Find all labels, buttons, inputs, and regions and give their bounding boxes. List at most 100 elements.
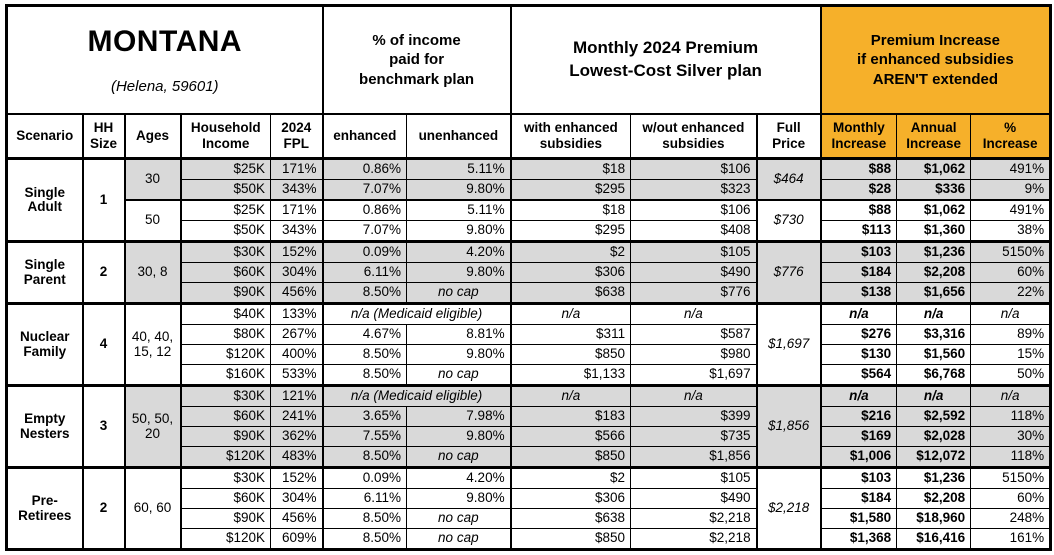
monthly-increase-cell: $184 — [819, 262, 898, 283]
income-cell: $50K — [179, 220, 271, 243]
annual-increase-cell: $18,960 — [896, 508, 972, 529]
wout-subsidies-premium-cell: $980 — [630, 344, 758, 365]
unenhanced-pct-cell: 9.80% — [406, 488, 512, 509]
col-header-household-income: Household Income — [179, 113, 271, 160]
fpl-cell: 171% — [269, 158, 324, 180]
table-body: Single Adult 1 30 $25K 171% 0.86% 5.11% $18 $106… — [6, 158, 1052, 551]
col-header-unenhanced: unenhanced — [406, 113, 512, 160]
pct-increase-cell: 60% — [970, 488, 1052, 509]
pct-increase-cell: 30% — [970, 426, 1052, 447]
annual-increase-cell: $1,656 — [896, 282, 972, 305]
enhanced-pct-cell: 0.86% — [321, 199, 408, 221]
fpl-cell: 362% — [269, 426, 324, 447]
income-cell: $25K — [179, 199, 271, 221]
unenhanced-pct-cell: 9.80% — [406, 179, 512, 201]
monthly-increase-cell: $184 — [819, 488, 898, 509]
medicaid-note-cell: n/a (Medicaid eligible) — [321, 303, 512, 325]
monthly-increase-cell: $88 — [819, 199, 898, 221]
table-row: $50K 343% 7.07% 9.80% $295 $323 $28 $336 9% — [7, 179, 1052, 201]
income-cell: $120K — [179, 344, 271, 365]
income-cell: $120K — [179, 446, 271, 469]
table-row: $80K 267% 4.67% 8.81% $311 $587 $276 $3,316 89% — [7, 324, 1052, 345]
fpl-cell: 267% — [269, 324, 324, 345]
unenhanced-pct-cell: 7.98% — [406, 406, 512, 427]
with-subsidies-premium-cell: n/a — [509, 303, 632, 325]
fpl-cell: 609% — [269, 528, 324, 551]
col-header-hh-size: HH Size — [81, 113, 125, 160]
monthly-increase-cell: $1,580 — [819, 508, 898, 529]
income-cell: $30K — [179, 385, 271, 407]
with-subsidies-premium-cell: $850 — [509, 344, 632, 365]
fpl-cell: 241% — [269, 406, 324, 427]
pct-increase-cell: 248% — [970, 508, 1052, 529]
wout-subsidies-premium-cell: $2,218 — [630, 508, 758, 529]
unenhanced-pct-cell: 5.11% — [406, 199, 512, 221]
full-price-cell: $1,856 — [755, 385, 822, 469]
with-subsidies-premium-cell: $850 — [509, 528, 632, 551]
enhanced-pct-cell: 7.07% — [321, 220, 408, 243]
fpl-cell: 456% — [269, 508, 324, 529]
income-cell: $90K — [179, 426, 271, 447]
pct-increase-cell: n/a — [970, 303, 1052, 325]
benchmark-group-header: % of income paid for benchmark plan — [321, 5, 512, 115]
monthly-increase-cell: $1,368 — [819, 528, 898, 551]
fpl-cell: 533% — [269, 364, 324, 387]
full-price-cell: $730 — [755, 199, 822, 243]
table-row: $50K 343% 7.07% 9.80% $295 $408 $113 $1,360 38% — [7, 220, 1052, 243]
annual-increase-cell: $3,316 — [896, 324, 972, 345]
annual-increase-cell: $1,236 — [896, 467, 972, 489]
enhanced-pct-cell: 0.09% — [321, 467, 408, 489]
with-subsidies-premium-cell: $295 — [509, 220, 632, 243]
annual-increase-cell: $16,416 — [896, 528, 972, 551]
table-row: $120K 483% 8.50% no cap $850 $1,856 $1,006 $12,… — [7, 446, 1052, 469]
unenhanced-pct-cell: 9.80% — [406, 344, 512, 365]
annual-increase-cell: $1,560 — [896, 344, 972, 365]
hh-size-cell: 3 — [81, 385, 125, 469]
table-row: $90K 456% 8.50% no cap $638 $776 $138 $1,656 22% — [7, 282, 1052, 305]
wout-subsidies-premium-cell: $105 — [630, 467, 758, 489]
unenhanced-pct-cell: no cap — [406, 282, 512, 305]
wout-subsidies-premium-cell: $2,218 — [630, 528, 758, 551]
table-row: 50 $25K 171% 0.86% 5.11% $18 $106 $730 $88 $1,062… — [7, 199, 1052, 243]
wout-subsidies-premium-cell: $735 — [630, 426, 758, 447]
with-subsidies-premium-cell: $183 — [509, 406, 632, 427]
enhanced-pct-cell: 8.50% — [321, 282, 408, 305]
annual-increase-cell: $2,208 — [896, 262, 972, 283]
wout-subsidies-premium-cell: n/a — [630, 303, 758, 325]
unenhanced-pct-cell: no cap — [406, 528, 512, 551]
wout-subsidies-premium-cell: $490 — [630, 262, 758, 283]
wout-subsidies-premium-cell: n/a — [630, 385, 758, 407]
income-cell: $30K — [179, 241, 271, 263]
wout-subsidies-premium-cell: $1,697 — [630, 364, 758, 387]
unenhanced-pct-cell: 9.80% — [406, 426, 512, 447]
income-cell: $25K — [179, 158, 271, 180]
enhanced-pct-cell: 8.50% — [321, 344, 408, 365]
wout-subsidies-premium-cell: $408 — [630, 220, 758, 243]
wout-subsidies-premium-cell: $587 — [630, 324, 758, 345]
ages-cell: 40, 40, 15, 12 — [123, 303, 181, 387]
enhanced-pct-cell: 8.50% — [321, 446, 408, 469]
scenario-cell: Single Adult — [6, 158, 83, 243]
monthly-increase-cell: $88 — [819, 158, 898, 180]
pct-increase-cell: 491% — [970, 199, 1052, 221]
with-subsidies-premium-cell: $295 — [509, 179, 632, 201]
annual-increase-cell: $336 — [896, 179, 972, 201]
title-band-row: MONTANA (Helena, 59601) % of income paid… — [5, 5, 1052, 115]
wout-subsidies-premium-cell: $490 — [630, 488, 758, 509]
enhanced-pct-cell: 8.50% — [321, 364, 408, 387]
ages-cell: 30 — [123, 158, 181, 201]
scenario-cell: Pre- Retirees — [6, 467, 83, 551]
table-row: $60K 241% 3.65% 7.98% $183 $399 $216 $2,592 118% — [7, 406, 1052, 427]
with-subsidies-premium-cell: $638 — [509, 282, 632, 305]
wout-subsidies-premium-cell: $1,856 — [630, 446, 758, 469]
table-row: Nuclear Family 4 40, 40, 15, 12 $40K 133% n/a… — [6, 303, 1052, 387]
pct-increase-cell: 5150% — [970, 467, 1052, 489]
pct-increase-cell: 22% — [970, 282, 1052, 305]
monthly-increase-cell: $28 — [819, 179, 898, 201]
with-subsidies-premium-cell: $311 — [509, 324, 632, 345]
state-title: MONTANA — [87, 25, 243, 58]
hh-size-cell: 2 — [81, 241, 125, 305]
fpl-cell: 304% — [269, 262, 324, 283]
with-subsidies-premium-cell: n/a — [509, 385, 632, 407]
monthly-increase-cell: $276 — [819, 324, 898, 345]
